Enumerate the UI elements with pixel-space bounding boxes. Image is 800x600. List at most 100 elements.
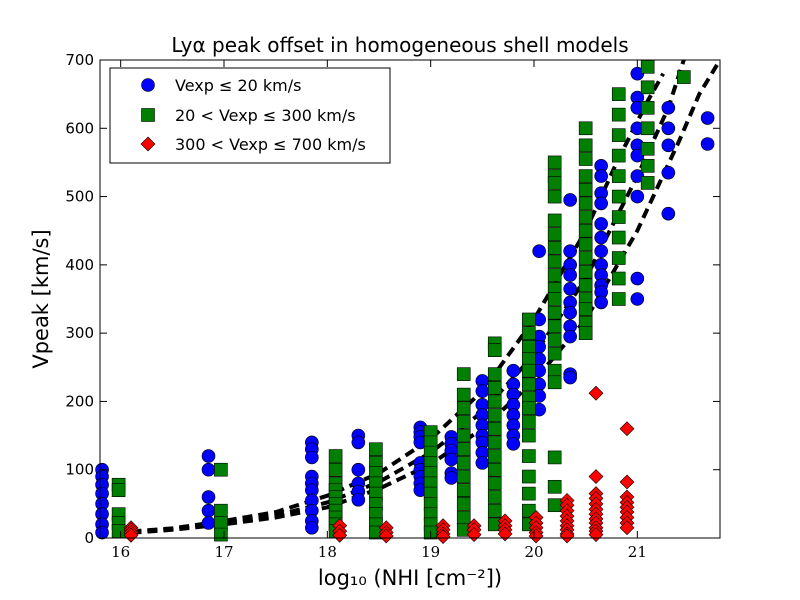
data-point-series-2: [456, 456, 471, 470]
data-point-series-2: [547, 319, 562, 334]
data-point-series-1: [661, 206, 676, 221]
y-tick-label: 500: [65, 188, 94, 206]
data-point-series-1: [351, 435, 366, 450]
data-point-series-2: [522, 469, 536, 484]
data-point-series-2: [522, 363, 536, 378]
data-point-series-2: [640, 121, 655, 136]
data-point-series-3: [435, 529, 451, 545]
data-point-series-2: [487, 394, 502, 409]
legend-label-series-3: 300 < Vexp ≤ 700 km/s: [175, 135, 366, 154]
data-point-series-3: [123, 527, 139, 543]
y-tick-label: 100: [65, 461, 94, 479]
data-point-series-1: [201, 490, 216, 504]
data-point-series-2: [487, 476, 502, 491]
data-point-series-2: [578, 152, 593, 166]
data-point-series-2: [611, 230, 626, 245]
data-point-series-1: [661, 121, 676, 136]
data-point-series-2: [456, 387, 471, 402]
data-point-series-2: [456, 367, 471, 381]
data-point-series-2: [522, 352, 536, 366]
data-point-series-2: [522, 486, 536, 501]
data-point-series-1: [475, 384, 490, 398]
data-point-series-2: [578, 182, 593, 197]
data-point-series-2: [547, 498, 562, 513]
data-point-series-2: [547, 333, 562, 347]
x-tick-label: 16: [111, 543, 130, 561]
data-point-series-1: [594, 230, 608, 245]
data-point-series-3: [378, 528, 394, 544]
data-point-series-2: [522, 415, 536, 429]
data-point-series-2: [578, 251, 593, 265]
data-point-series-1: [594, 169, 608, 183]
data-point-series-2: [611, 148, 626, 163]
data-point-series-1: [95, 525, 109, 540]
data-point-series-2: [487, 380, 502, 395]
y-tick-label: 300: [65, 324, 94, 342]
data-point-series-2: [611, 292, 626, 306]
data-point-series-2: [111, 483, 126, 498]
data-point-series-2: [522, 449, 536, 463]
data-point-series-1: [563, 305, 577, 320]
legend-marker-diamond: [140, 136, 156, 152]
data-point-series-1: [594, 217, 608, 231]
data-point-series-2: [487, 408, 502, 422]
data-point-series-1: [630, 148, 645, 163]
data-point-series-1: [594, 196, 608, 211]
data-point-series-1: [700, 137, 715, 151]
data-point-series-2: [578, 264, 593, 279]
data-point-series-1: [700, 111, 715, 125]
y-tick-label: 200: [65, 392, 94, 410]
data-point-series-1: [351, 492, 366, 507]
data-point-series-2: [487, 435, 502, 450]
data-point-series-1: [201, 503, 216, 518]
data-point-series-2: [214, 527, 228, 542]
data-point-series-2: [522, 377, 536, 392]
x-axis-label: log₁₀ (NHI [cm⁻²]): [318, 566, 502, 590]
data-point-series-2: [522, 428, 536, 443]
data-point-series-2: [611, 128, 626, 142]
data-point-series-3: [528, 528, 544, 544]
data-point-series-1: [201, 449, 216, 463]
data-point-series-2: [456, 401, 471, 416]
data-point-series-2: [578, 278, 593, 293]
data-point-series-2: [487, 449, 502, 463]
y-axis-ticks: 0 100 200 300 400 500 600 700: [65, 51, 720, 547]
data-point-series-2: [487, 421, 502, 436]
data-point-series-2: [611, 210, 626, 224]
data-point-series-2: [611, 107, 626, 122]
plot-frame: [99, 59, 721, 539]
legend-label-series-2: 20 < Vexp ≤ 300 km/s: [175, 106, 356, 125]
data-point-series-2: [547, 292, 562, 306]
data-point-series-2: [578, 210, 593, 224]
data-point-series-2: [640, 80, 655, 95]
data-point-series-1: [532, 244, 546, 258]
data-point-series-2: [547, 227, 562, 241]
data-point-series-2: [547, 363, 562, 378]
y-tick-label: 400: [65, 256, 94, 274]
data-point-series-2: [547, 254, 562, 269]
data-point-series-1: [630, 66, 645, 81]
data-point-series-1: [594, 295, 608, 310]
x-tick-label: 19: [421, 543, 440, 561]
data-point-series-2: [547, 155, 562, 170]
data-point-series-1: [201, 462, 216, 477]
data-point-series-2: [547, 450, 562, 465]
data-point-series-2: [547, 189, 562, 204]
data-point-series-2: [328, 462, 343, 477]
data-point-series-2: [578, 196, 593, 211]
data-point-series-2: [487, 462, 502, 477]
data-point-series-2: [611, 169, 626, 183]
data-point-series-1: [563, 329, 577, 344]
data-point-series-2: [214, 503, 228, 518]
data-point-series-1: [475, 456, 490, 470]
data-point-series-2: [547, 268, 562, 282]
data-point-series-1: [506, 363, 521, 378]
data-point-series-2: [547, 479, 562, 494]
data-point-series-1: [661, 165, 676, 180]
data-point-series-2: [456, 497, 471, 511]
data-point-series-2: [456, 442, 471, 457]
data-point-series-2: [214, 462, 228, 477]
data-point-series-2: [578, 237, 593, 252]
legend-label-series-1: Vexp ≤ 20 km/s: [175, 76, 302, 95]
